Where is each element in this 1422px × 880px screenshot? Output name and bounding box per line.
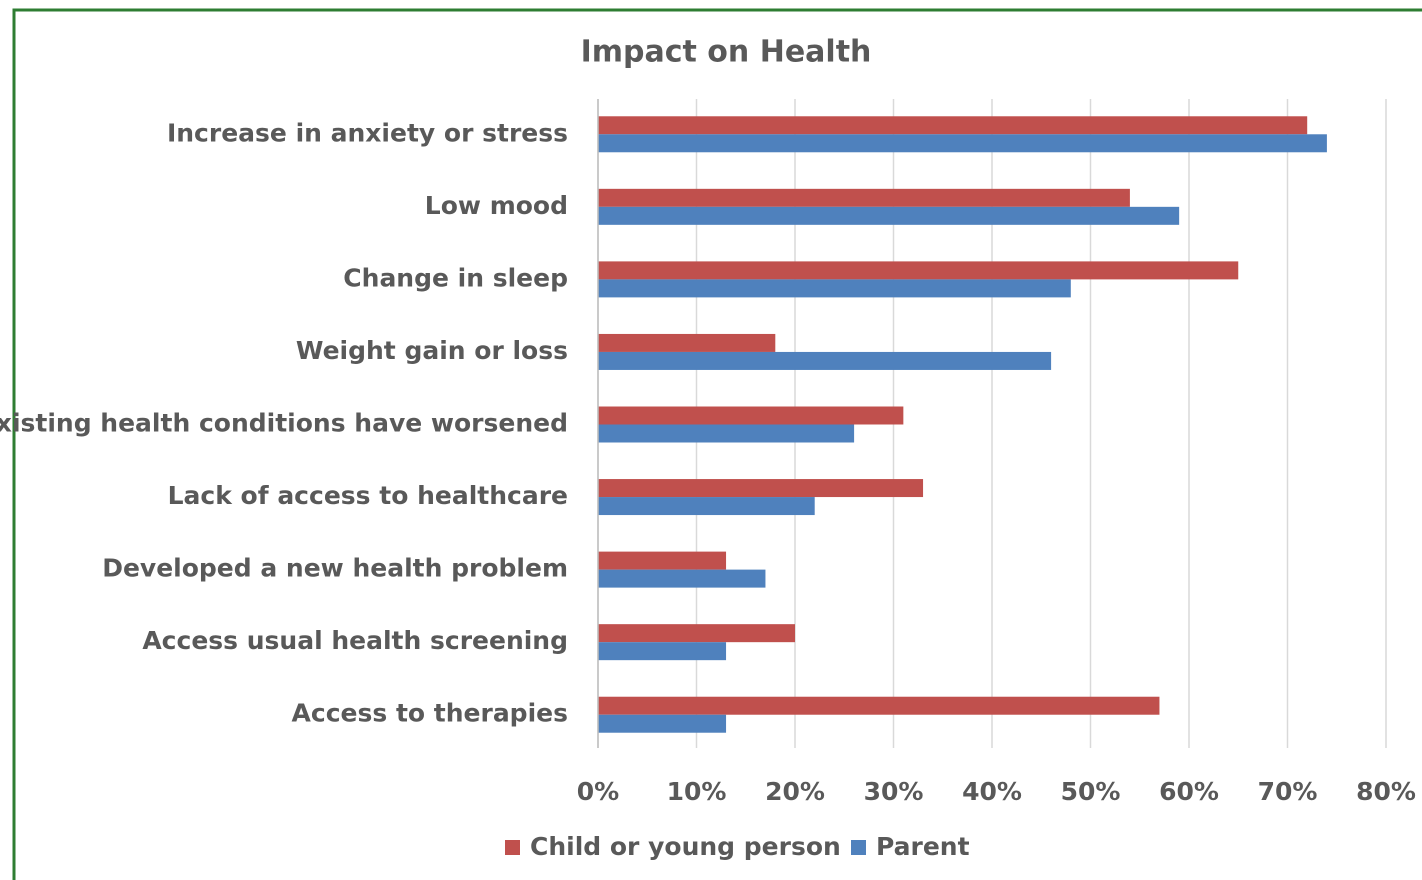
bar: [598, 479, 924, 498]
bar: [598, 696, 1160, 715]
x-tick-label: 10%: [667, 777, 727, 806]
x-tick-label: 30%: [864, 777, 924, 806]
y-tick-label: Change in sleep: [343, 263, 568, 292]
x-tick-label: 60%: [1159, 777, 1219, 806]
legend-swatch: [505, 840, 520, 855]
y-tick-label: Access usual health screening: [142, 626, 568, 655]
y-tick-label: Low mood: [425, 191, 568, 220]
bar: [598, 116, 1308, 135]
bar: [598, 569, 766, 588]
legend-label: Parent: [876, 832, 970, 861]
bar: [598, 497, 815, 516]
bar: [598, 406, 904, 425]
bar: [598, 714, 727, 733]
y-tick-label: Weight gain or loss: [296, 336, 568, 365]
x-tick-label: 80%: [1356, 777, 1416, 806]
bar: [598, 279, 1071, 298]
legend-swatch: [851, 840, 866, 855]
y-tick-label: Access to therapies: [292, 699, 568, 728]
bar: [598, 351, 1052, 370]
y-tick-label: Existing health conditions have worsened: [0, 409, 568, 438]
x-tick-label: 20%: [765, 777, 825, 806]
chart-title: Impact on Health: [581, 35, 872, 70]
bar: [598, 424, 855, 443]
bar: [598, 134, 1327, 153]
x-tick-label: 0%: [577, 777, 619, 806]
bar: [598, 206, 1180, 225]
chart-frame: [12, 8, 1422, 880]
legend-label: Child or young person: [530, 832, 841, 861]
bar: [598, 642, 727, 661]
x-tick-label: 40%: [962, 777, 1022, 806]
x-tick-label: 50%: [1061, 777, 1121, 806]
y-tick-label: Increase in anxiety or stress: [167, 118, 568, 147]
bar: [598, 333, 776, 352]
bar: [598, 624, 795, 643]
y-tick-label: Lack of access to healthcare: [168, 481, 568, 510]
x-tick-label: 70%: [1258, 777, 1318, 806]
bar: [598, 188, 1130, 207]
y-tick-label: Developed a new health problem: [102, 554, 568, 583]
bar: [598, 551, 727, 570]
bar: [598, 261, 1239, 280]
